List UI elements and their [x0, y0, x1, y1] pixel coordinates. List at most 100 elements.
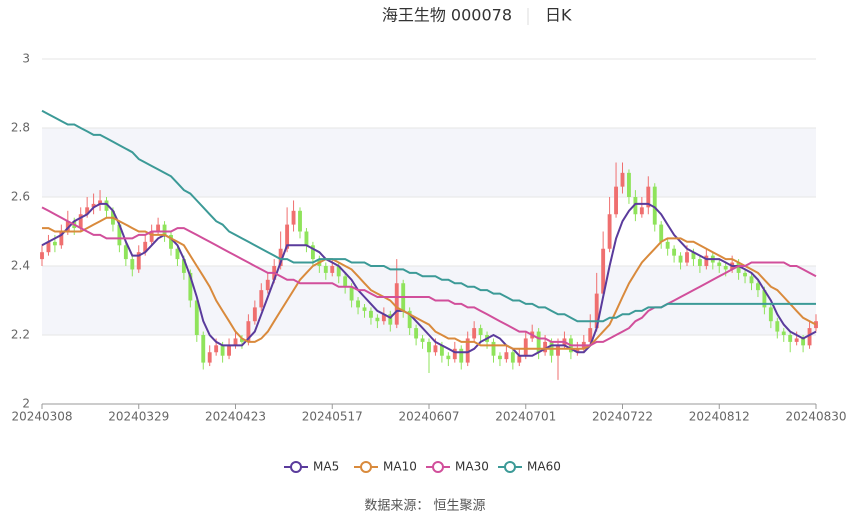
candle-body — [756, 283, 760, 291]
y-tick-label: 2 — [22, 397, 30, 411]
candle-body — [736, 262, 741, 273]
candle-body — [407, 310, 412, 329]
candle-body — [104, 200, 109, 211]
candle-body — [697, 259, 702, 266]
candle-body — [472, 328, 477, 339]
legend-label: MA60 — [527, 460, 561, 474]
legend-label: MA30 — [455, 460, 489, 474]
candle-body — [627, 172, 631, 197]
candle-body — [439, 345, 444, 356]
candle-body — [388, 314, 393, 325]
candle-body — [343, 276, 348, 287]
candle-body — [181, 259, 186, 273]
candle-body — [252, 307, 257, 322]
candle-body — [233, 338, 238, 346]
x-tick-label: 20240701 — [495, 410, 556, 424]
candle-body — [620, 172, 625, 187]
candle-body — [220, 345, 225, 356]
candle-body — [704, 255, 709, 266]
ma-line — [41, 206, 817, 347]
candle-body — [523, 338, 528, 356]
ma-line — [42, 216, 817, 350]
candle-body — [194, 300, 199, 335]
candle-body — [768, 307, 773, 322]
candle-body — [723, 266, 728, 270]
candle-body — [162, 224, 167, 235]
candle-body — [52, 241, 57, 246]
candle-body — [446, 355, 451, 360]
candle-body — [323, 266, 328, 273]
candle-body — [427, 341, 431, 353]
candle-body — [227, 345, 231, 356]
candle-body — [743, 272, 747, 277]
legend-label: MA5 — [313, 460, 339, 474]
candle-body — [775, 321, 780, 332]
candle-body — [78, 214, 83, 229]
candle-body — [117, 224, 122, 246]
candle-body — [504, 352, 509, 360]
candle-body — [465, 338, 470, 363]
candle-body — [123, 245, 128, 260]
candle-body — [510, 352, 515, 363]
ma-line — [41, 109, 816, 323]
candle-body — [665, 241, 670, 249]
candle-body — [298, 210, 302, 232]
candle-body — [614, 186, 618, 215]
candle-body — [691, 252, 696, 260]
candle-body — [356, 300, 360, 308]
candle-body — [265, 279, 270, 291]
candle-body — [214, 345, 219, 353]
candle-body — [594, 293, 599, 329]
legend-marker — [290, 461, 302, 473]
candle-body — [310, 245, 315, 260]
legend-marker — [504, 461, 516, 473]
candle-body — [788, 335, 793, 342]
y-tick-label: 3 — [22, 52, 30, 66]
candle-body — [246, 321, 251, 342]
candle-body — [40, 252, 44, 260]
candle-body — [652, 186, 657, 225]
candle-body — [381, 314, 386, 322]
candle-body — [188, 272, 193, 301]
candle-body — [452, 348, 457, 360]
candle-body — [459, 348, 464, 363]
candle-body — [517, 355, 522, 363]
candle-body — [414, 328, 419, 339]
candle-body — [588, 328, 593, 342]
candle-body — [749, 276, 754, 284]
candle-body — [678, 255, 683, 263]
candle-body — [575, 348, 580, 353]
candle-body — [433, 345, 438, 353]
chart-title: 海王生物 000078 — [382, 6, 512, 25]
x-tick-label: 20240830 — [785, 410, 846, 424]
candle-body — [781, 331, 786, 335]
candle-body — [98, 200, 102, 204]
candle-body — [375, 317, 380, 322]
x-tick-label: 20240308 — [11, 410, 72, 424]
candle-body — [136, 252, 141, 270]
chart-subtitle: 日K — [545, 6, 572, 25]
candle-body — [717, 262, 722, 266]
legend-label: MA10 — [383, 460, 417, 474]
candle-body — [285, 224, 290, 249]
candle-body — [420, 338, 425, 342]
legend-marker — [432, 461, 444, 473]
candle-body — [646, 186, 651, 208]
candle-body — [369, 310, 373, 318]
candle-body — [543, 341, 548, 353]
candle-body — [85, 207, 90, 215]
candle-body — [349, 286, 354, 301]
candle-body — [814, 321, 818, 329]
x-tick-label: 20240329 — [108, 410, 169, 424]
candle-body — [91, 203, 96, 208]
candle-body — [556, 345, 560, 356]
candle-body — [801, 338, 806, 346]
candle-body — [304, 231, 309, 246]
x-tick-label: 20240423 — [205, 410, 266, 424]
candle-body — [478, 328, 483, 335]
candle-body — [394, 283, 399, 325]
candle-body — [169, 234, 173, 249]
candle-body — [130, 259, 135, 270]
candle-body — [291, 210, 296, 225]
candle-body — [65, 221, 70, 232]
